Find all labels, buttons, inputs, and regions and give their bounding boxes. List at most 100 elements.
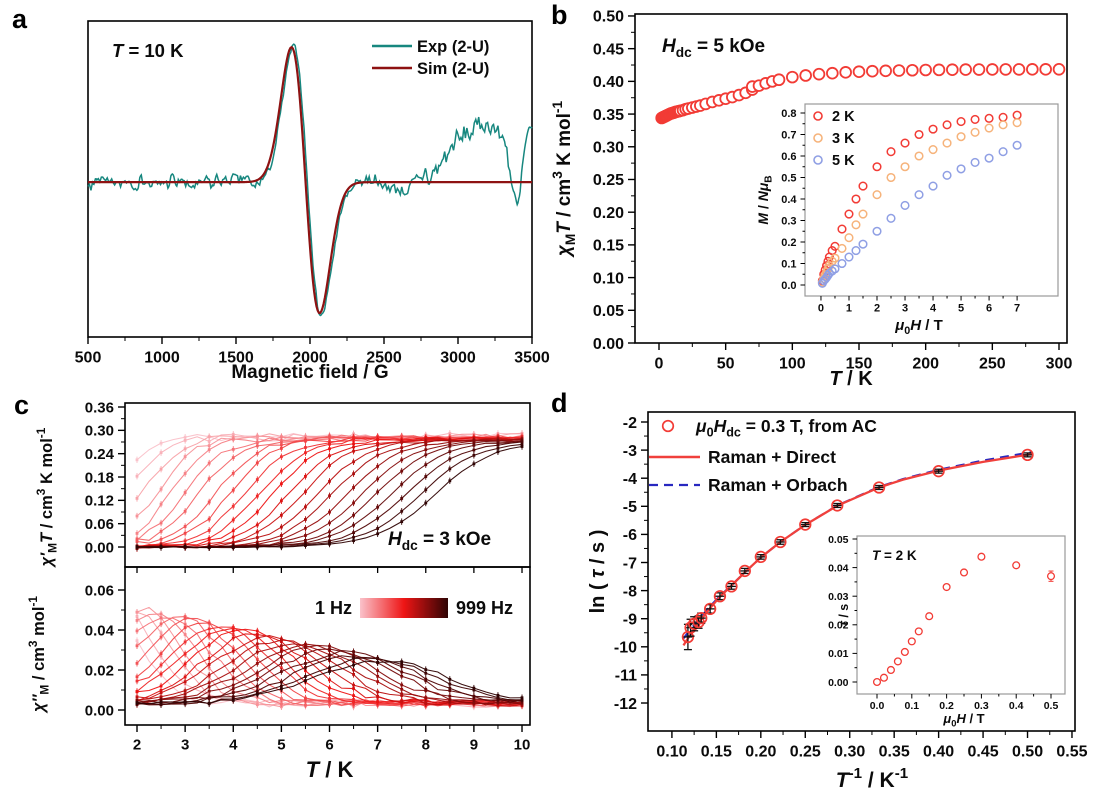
data-marker: [231, 535, 235, 539]
data-marker: [328, 479, 331, 483]
data-marker: [159, 700, 163, 704]
magnetization-point: [956, 117, 966, 127]
y-tick-label: 0.00: [828, 677, 849, 689]
data-marker: [207, 448, 211, 452]
y-tick-label: 0.0: [781, 280, 796, 292]
data-marker: [448, 450, 452, 454]
y-tick-label: 0.35: [593, 107, 624, 124]
y-tick-label: 0.36: [85, 399, 114, 416]
data-marker: [279, 499, 283, 503]
data-marker: [376, 464, 380, 468]
data-marker: [352, 523, 355, 527]
data-marker: [352, 668, 355, 672]
data-marker: [304, 642, 307, 646]
magnetization-point: [851, 194, 861, 204]
data-marker: [183, 491, 187, 494]
data-marker: [279, 447, 283, 450]
data-marker: [520, 696, 524, 700]
legend-label: Raman + Orbach: [708, 475, 848, 495]
data-marker: [183, 472, 187, 475]
data-marker: [207, 689, 211, 693]
tau-data-point: [932, 465, 945, 478]
legend-label: Raman + Direct: [708, 447, 836, 467]
data-marker: [376, 661, 380, 664]
data-marker: [279, 687, 283, 691]
data-marker: [279, 545, 283, 549]
data-marker: [328, 666, 331, 670]
data-marker: [400, 674, 404, 678]
chi-prime-axis-label: χ′MT / cm3 K mol-1: [34, 427, 59, 568]
x-tick-label: 8: [422, 736, 430, 753]
data-marker: [328, 447, 331, 451]
data-marker: [135, 661, 139, 665]
data-marker: [231, 687, 235, 690]
x-tick-label: 200: [912, 355, 939, 372]
magnetization-point: [837, 224, 847, 234]
data-marker: [472, 462, 476, 466]
chiT-data-point: [1052, 62, 1066, 76]
data-marker: [135, 679, 139, 683]
x-tick-label: 3500: [514, 349, 550, 366]
data-marker: [279, 435, 283, 439]
inset-legend-label: 2 K: [832, 109, 855, 125]
data-marker: [135, 540, 139, 543]
data-marker: [400, 469, 404, 473]
data-marker: [207, 666, 211, 670]
data-marker: [376, 527, 380, 530]
data-marker: [400, 660, 404, 664]
data-marker: [376, 490, 380, 494]
panel-letter-b: b: [551, 0, 568, 30]
data-marker: [207, 444, 211, 448]
inset-tau-point: [893, 657, 902, 666]
inset-temperature-annotation: T = 2 K: [872, 548, 917, 563]
data-marker: [352, 535, 355, 539]
magnetization-point: [970, 157, 980, 167]
data-marker: [207, 517, 211, 521]
x-tick-label: 1: [846, 303, 852, 315]
data-marker: [472, 694, 476, 698]
x-tick-label: 9: [470, 736, 478, 753]
data-marker: [255, 451, 259, 455]
tau-data-point: [754, 550, 767, 564]
data-marker: [328, 435, 331, 439]
data-marker: [159, 451, 163, 455]
data-marker: [376, 674, 380, 678]
inset-y-axis-label: τ / s: [837, 604, 851, 627]
data-marker: [279, 469, 283, 473]
data-marker: [424, 488, 428, 492]
data-marker: [279, 644, 283, 648]
data-marker: [424, 453, 428, 457]
axes-frame: [124, 566, 531, 726]
x-tick-label: 300: [1046, 355, 1073, 372]
data-marker: [255, 545, 259, 549]
data-marker: [159, 502, 163, 506]
data-marker: [424, 696, 428, 700]
inset-y-axis-label: M / NμB: [755, 175, 775, 224]
inset-bg: [805, 104, 1058, 296]
data-marker: [279, 638, 283, 642]
data-marker: [159, 441, 163, 445]
x-tick-label: 0.50: [1012, 743, 1043, 760]
inset-tau-point: [977, 552, 986, 561]
data-marker: [279, 666, 283, 670]
magnetization-point: [956, 164, 966, 174]
data-marker: [207, 538, 211, 542]
data-marker: [207, 673, 211, 677]
data-marker: [400, 509, 404, 513]
data-marker: [376, 505, 380, 509]
x-tick-label: 0.40: [923, 743, 954, 760]
inset-legend-label: 5 K: [832, 153, 855, 169]
data-marker: [183, 525, 187, 528]
frequency-colorbar: [360, 598, 448, 618]
freq-low-label: 1 Hz: [315, 598, 352, 618]
data-marker: [207, 477, 211, 481]
magnetization-point: [900, 138, 910, 148]
x-axis-label: T / K: [829, 368, 873, 390]
data-marker: [520, 445, 524, 448]
x-tick-label: 250: [979, 355, 1006, 372]
data-marker: [279, 482, 283, 486]
data-marker: [231, 699, 235, 702]
data-marker: [231, 456, 235, 460]
data-marker: [135, 629, 139, 633]
data-marker: [231, 471, 235, 475]
